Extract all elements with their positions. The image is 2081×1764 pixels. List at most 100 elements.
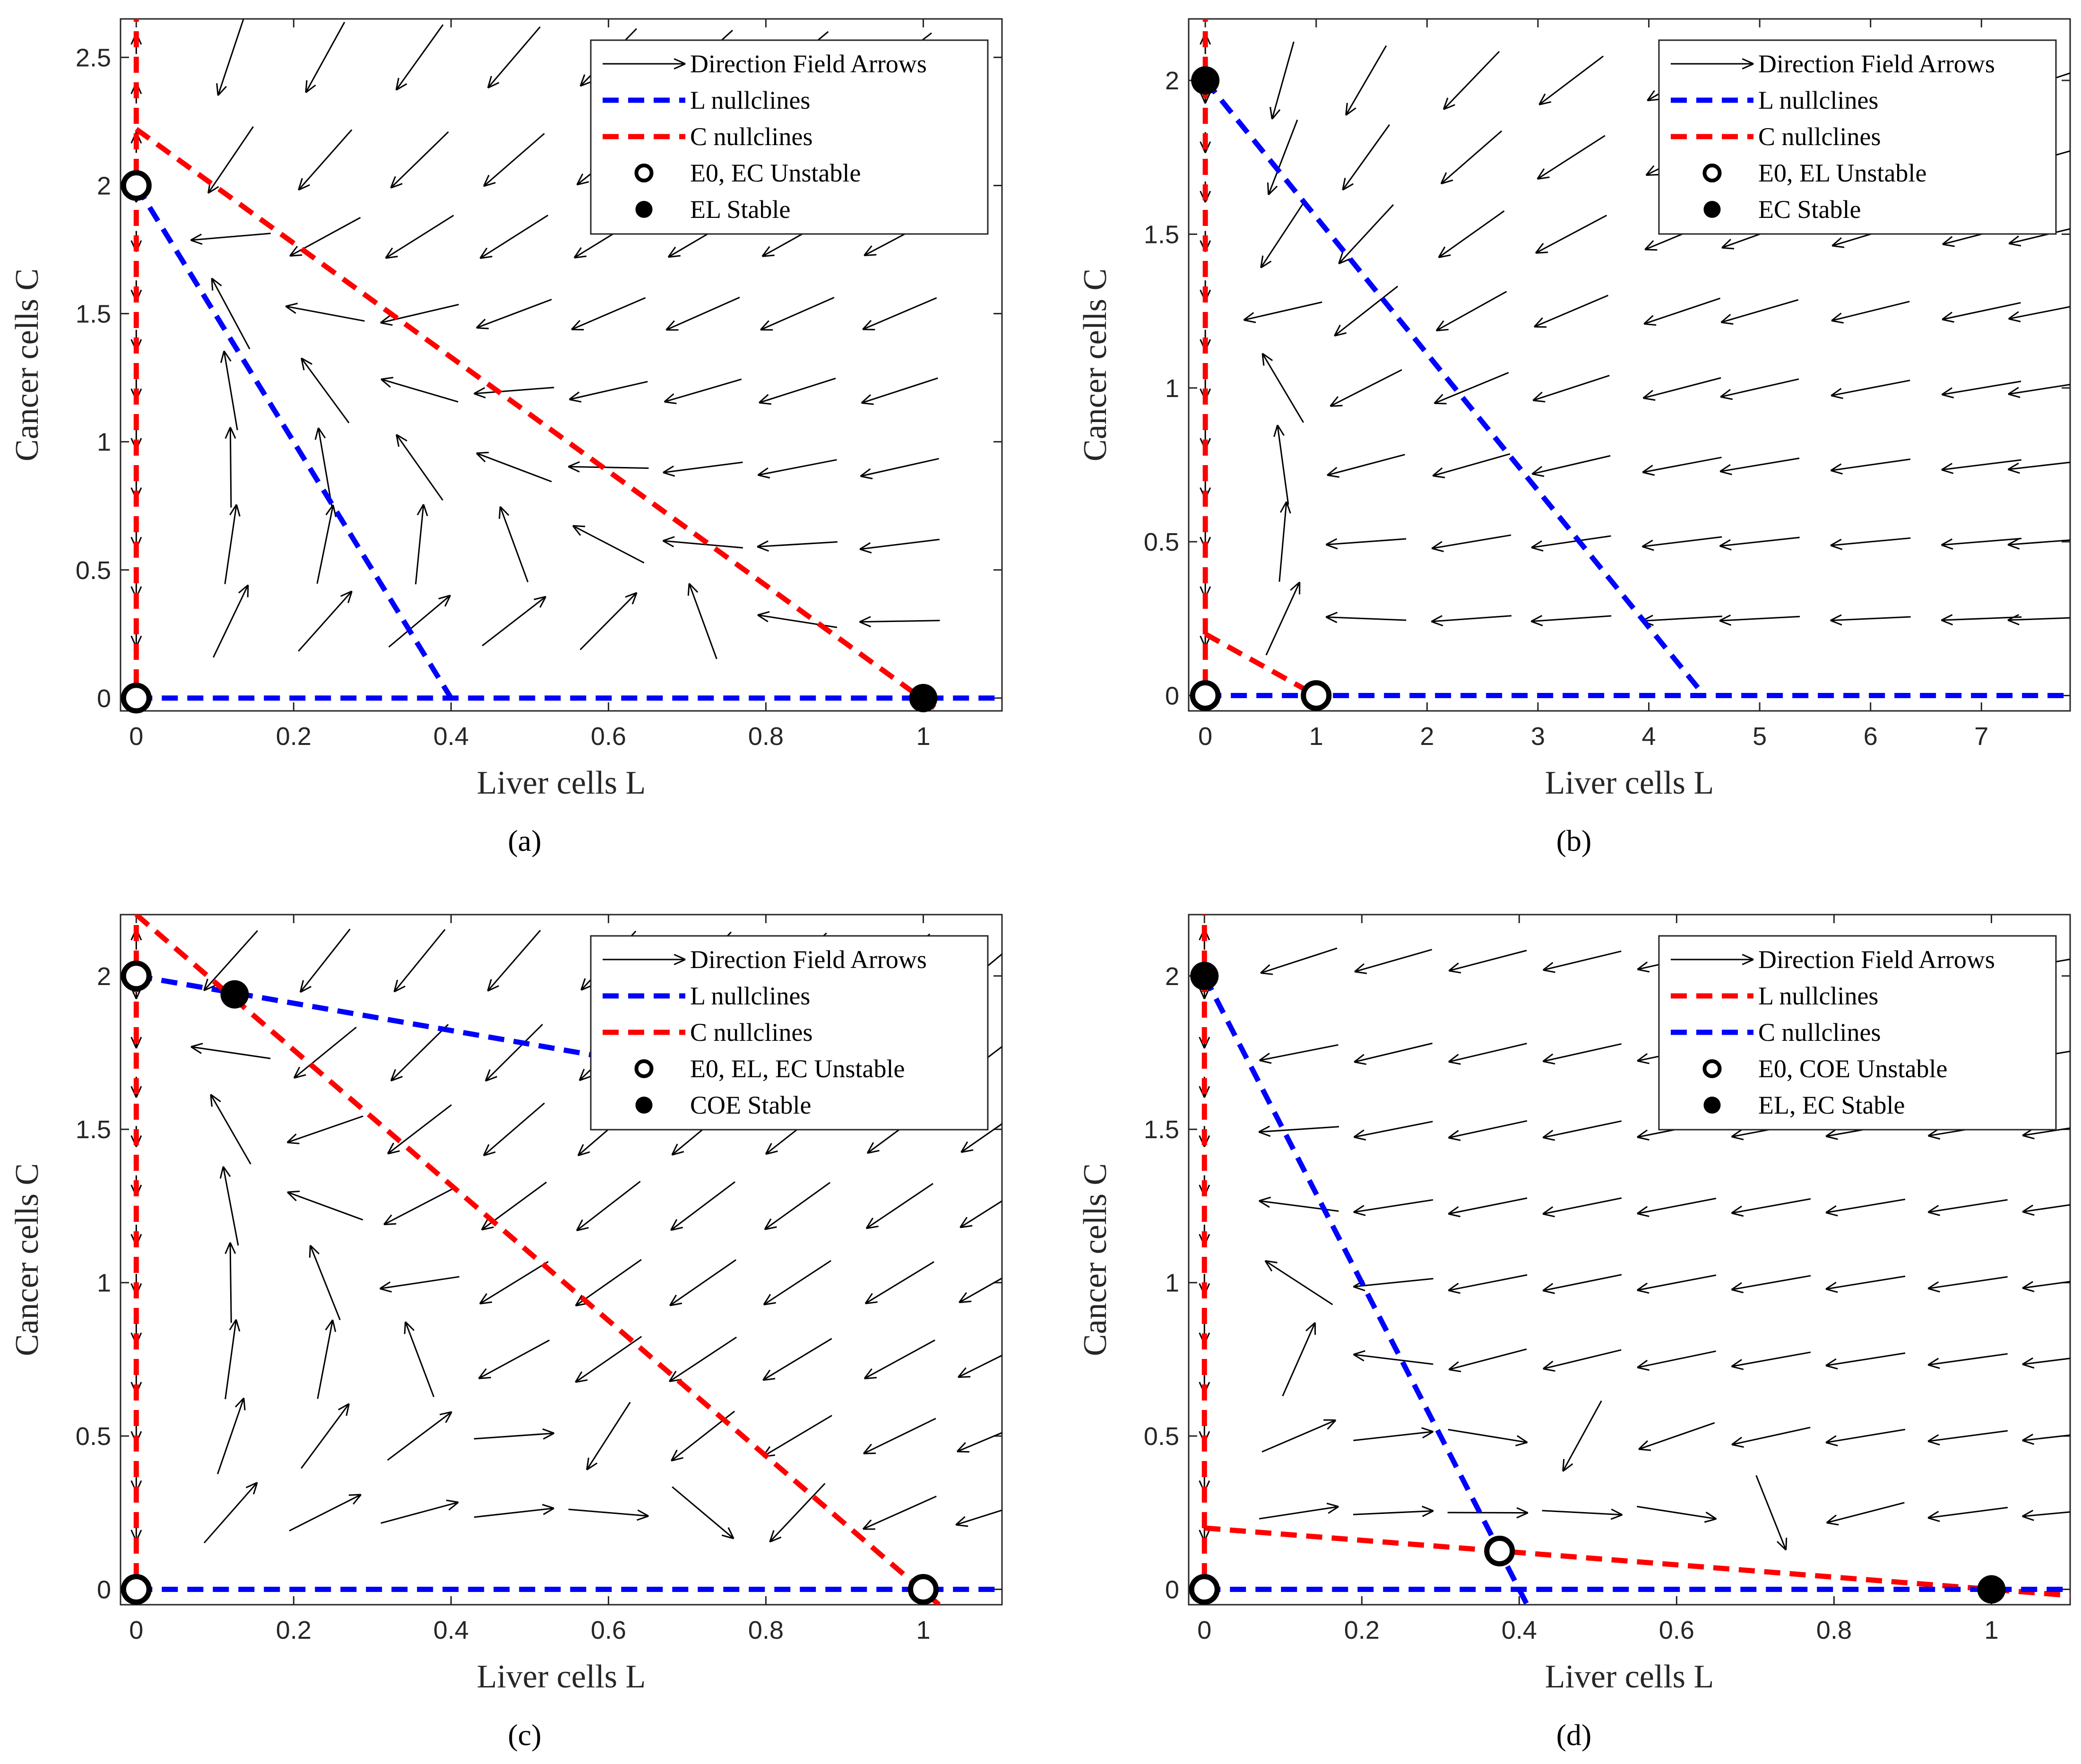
direction-arrow <box>1260 947 1338 975</box>
y-tick-label: 2 <box>97 172 111 200</box>
direction-arrow <box>1330 369 1402 407</box>
x-tick-label: 0.8 <box>748 722 784 751</box>
direction-arrow <box>669 1259 737 1306</box>
y-tick-label: 1 <box>97 1269 111 1297</box>
direction-arrow <box>1830 614 1911 626</box>
subplot-a: 0 0.2 0.4 0.6 0.8 1 0 0.5 1 1.5 2 2.5 Liver cells L C… <box>9 18 1003 857</box>
legend-label: EL Stable <box>690 195 790 224</box>
direction-arrow <box>2008 306 2070 322</box>
direction-arrow <box>1353 1350 1433 1365</box>
direction-arrow <box>669 1336 737 1383</box>
direction-arrow <box>216 19 244 96</box>
legend: Direction Field Arrows L nullclines C null… <box>1658 935 2057 1131</box>
y-tick-label: 0 <box>97 684 111 713</box>
legend-stable-symbol <box>635 201 653 218</box>
direction-arrow <box>960 1123 1002 1153</box>
y-tick-label: 0.5 <box>1144 528 1179 556</box>
direction-arrow <box>1334 285 1399 337</box>
direction-arrow <box>1941 380 2021 398</box>
direction-arrow <box>1537 135 1606 180</box>
unstable-equilibrium <box>121 683 152 714</box>
subplot-caption: (c) <box>508 1718 541 1752</box>
x-tick-label: 1 <box>1984 1616 1998 1644</box>
direction-arrow <box>216 1397 246 1474</box>
axes-frame <box>1188 18 2071 712</box>
direction-arrow <box>474 387 554 398</box>
direction-arrow <box>1438 210 1505 259</box>
y-tick-label: 2 <box>1165 67 1179 95</box>
y-tick-label: 1.5 <box>1144 220 1179 249</box>
y-axis-label: Cancer cells C <box>9 268 45 461</box>
direction-arrow <box>956 1432 1002 1453</box>
direction-arrow <box>862 297 937 330</box>
direction-arrow <box>2022 1280 2070 1292</box>
legend-label: L nullclines <box>1758 982 1878 1010</box>
direction-arrow <box>1562 1400 1602 1472</box>
direction-arrow <box>586 1401 631 1470</box>
direction-arrow <box>286 1115 363 1144</box>
direction-arrow <box>2008 383 2070 398</box>
y-axis-label: Cancer cells C <box>1077 1163 1114 1356</box>
y-tick-label: 1.5 <box>76 1115 111 1144</box>
direction-arrow <box>1282 1322 1316 1397</box>
direction-arrow <box>959 1200 1002 1228</box>
direction-arrow <box>576 1181 641 1231</box>
direction-arrow <box>224 504 241 584</box>
direction-arrow <box>1942 302 2021 323</box>
direction-arrow <box>664 378 742 405</box>
direction-arrow <box>387 1104 452 1155</box>
direction-arrow <box>289 216 361 257</box>
direction-arrow <box>220 350 238 431</box>
direction-arrow <box>1353 1199 1433 1216</box>
direction-arrow <box>568 1508 649 1521</box>
legend-arrow-symbol <box>1671 954 1754 965</box>
direction-arrow <box>1543 1349 1622 1372</box>
direction-arrow <box>1542 1120 1622 1141</box>
direction-arrow <box>484 1024 543 1082</box>
direction-arrow <box>1719 458 1800 476</box>
direction-arrow <box>665 296 740 331</box>
direction-arrow <box>1731 1198 1811 1217</box>
direction-arrow <box>316 504 337 584</box>
direction-arrow <box>293 1027 357 1079</box>
direction-arrow <box>203 1482 258 1544</box>
direction-arrow <box>1243 301 1322 323</box>
x-tick-label: 2 <box>1420 722 1434 751</box>
direction-arrow <box>390 131 449 189</box>
y-tick-label: 2 <box>1165 962 1179 991</box>
direction-arrow <box>2022 1357 2070 1369</box>
x-tick-label: 0.4 <box>433 1616 469 1644</box>
legend-label: Direction Field Arrows <box>690 945 927 974</box>
direction-arrow <box>1637 1350 1716 1371</box>
direction-arrow <box>1261 1419 1337 1453</box>
direction-arrow <box>482 596 547 647</box>
direction-arrow <box>380 1499 459 1524</box>
direction-arrow <box>865 1183 933 1229</box>
direction-arrow <box>1542 1043 1622 1065</box>
y-tick-label: 1 <box>97 428 111 457</box>
legend-label: C nullclines <box>1758 1018 1881 1046</box>
direction-arrow <box>1927 1506 2008 1522</box>
subplot-b: 0 1 2 3 4 5 6 7 0 0.5 1 1.5 2 Liver cells L Cancer cel… <box>1077 18 2071 857</box>
direction-arrow <box>859 538 940 553</box>
direction-arrow <box>2022 1204 2070 1216</box>
direction-arrow <box>864 1261 934 1305</box>
x-tick-label: 0.6 <box>591 722 626 751</box>
subplot-d: 0 0.2 0.4 0.6 0.8 1 0 0.5 1 1.5 2 Liver cells L Canc… <box>1077 914 2071 1752</box>
unstable-equilibrium <box>121 960 152 992</box>
direction-arrow <box>1642 457 1722 476</box>
x-tick-label: 0.2 <box>276 1616 311 1644</box>
direction-arrow <box>757 540 838 552</box>
direction-arrow <box>958 1354 1002 1378</box>
x-tick-label: 4 <box>1642 722 1656 751</box>
direction-arrow <box>1531 535 1611 552</box>
direction-arrow <box>2007 461 2070 474</box>
direction-arrow <box>958 1277 1002 1304</box>
direction-arrow <box>1542 1508 1623 1520</box>
direction-arrow <box>1353 1427 1434 1441</box>
unstable-equilibrium <box>121 1574 152 1605</box>
legend-label: L nullclines <box>1758 86 1878 114</box>
direction-arrow <box>299 928 351 993</box>
legend-label: E0, EL Unstable <box>1758 159 1926 187</box>
subplot-caption: (b) <box>1556 824 1592 857</box>
